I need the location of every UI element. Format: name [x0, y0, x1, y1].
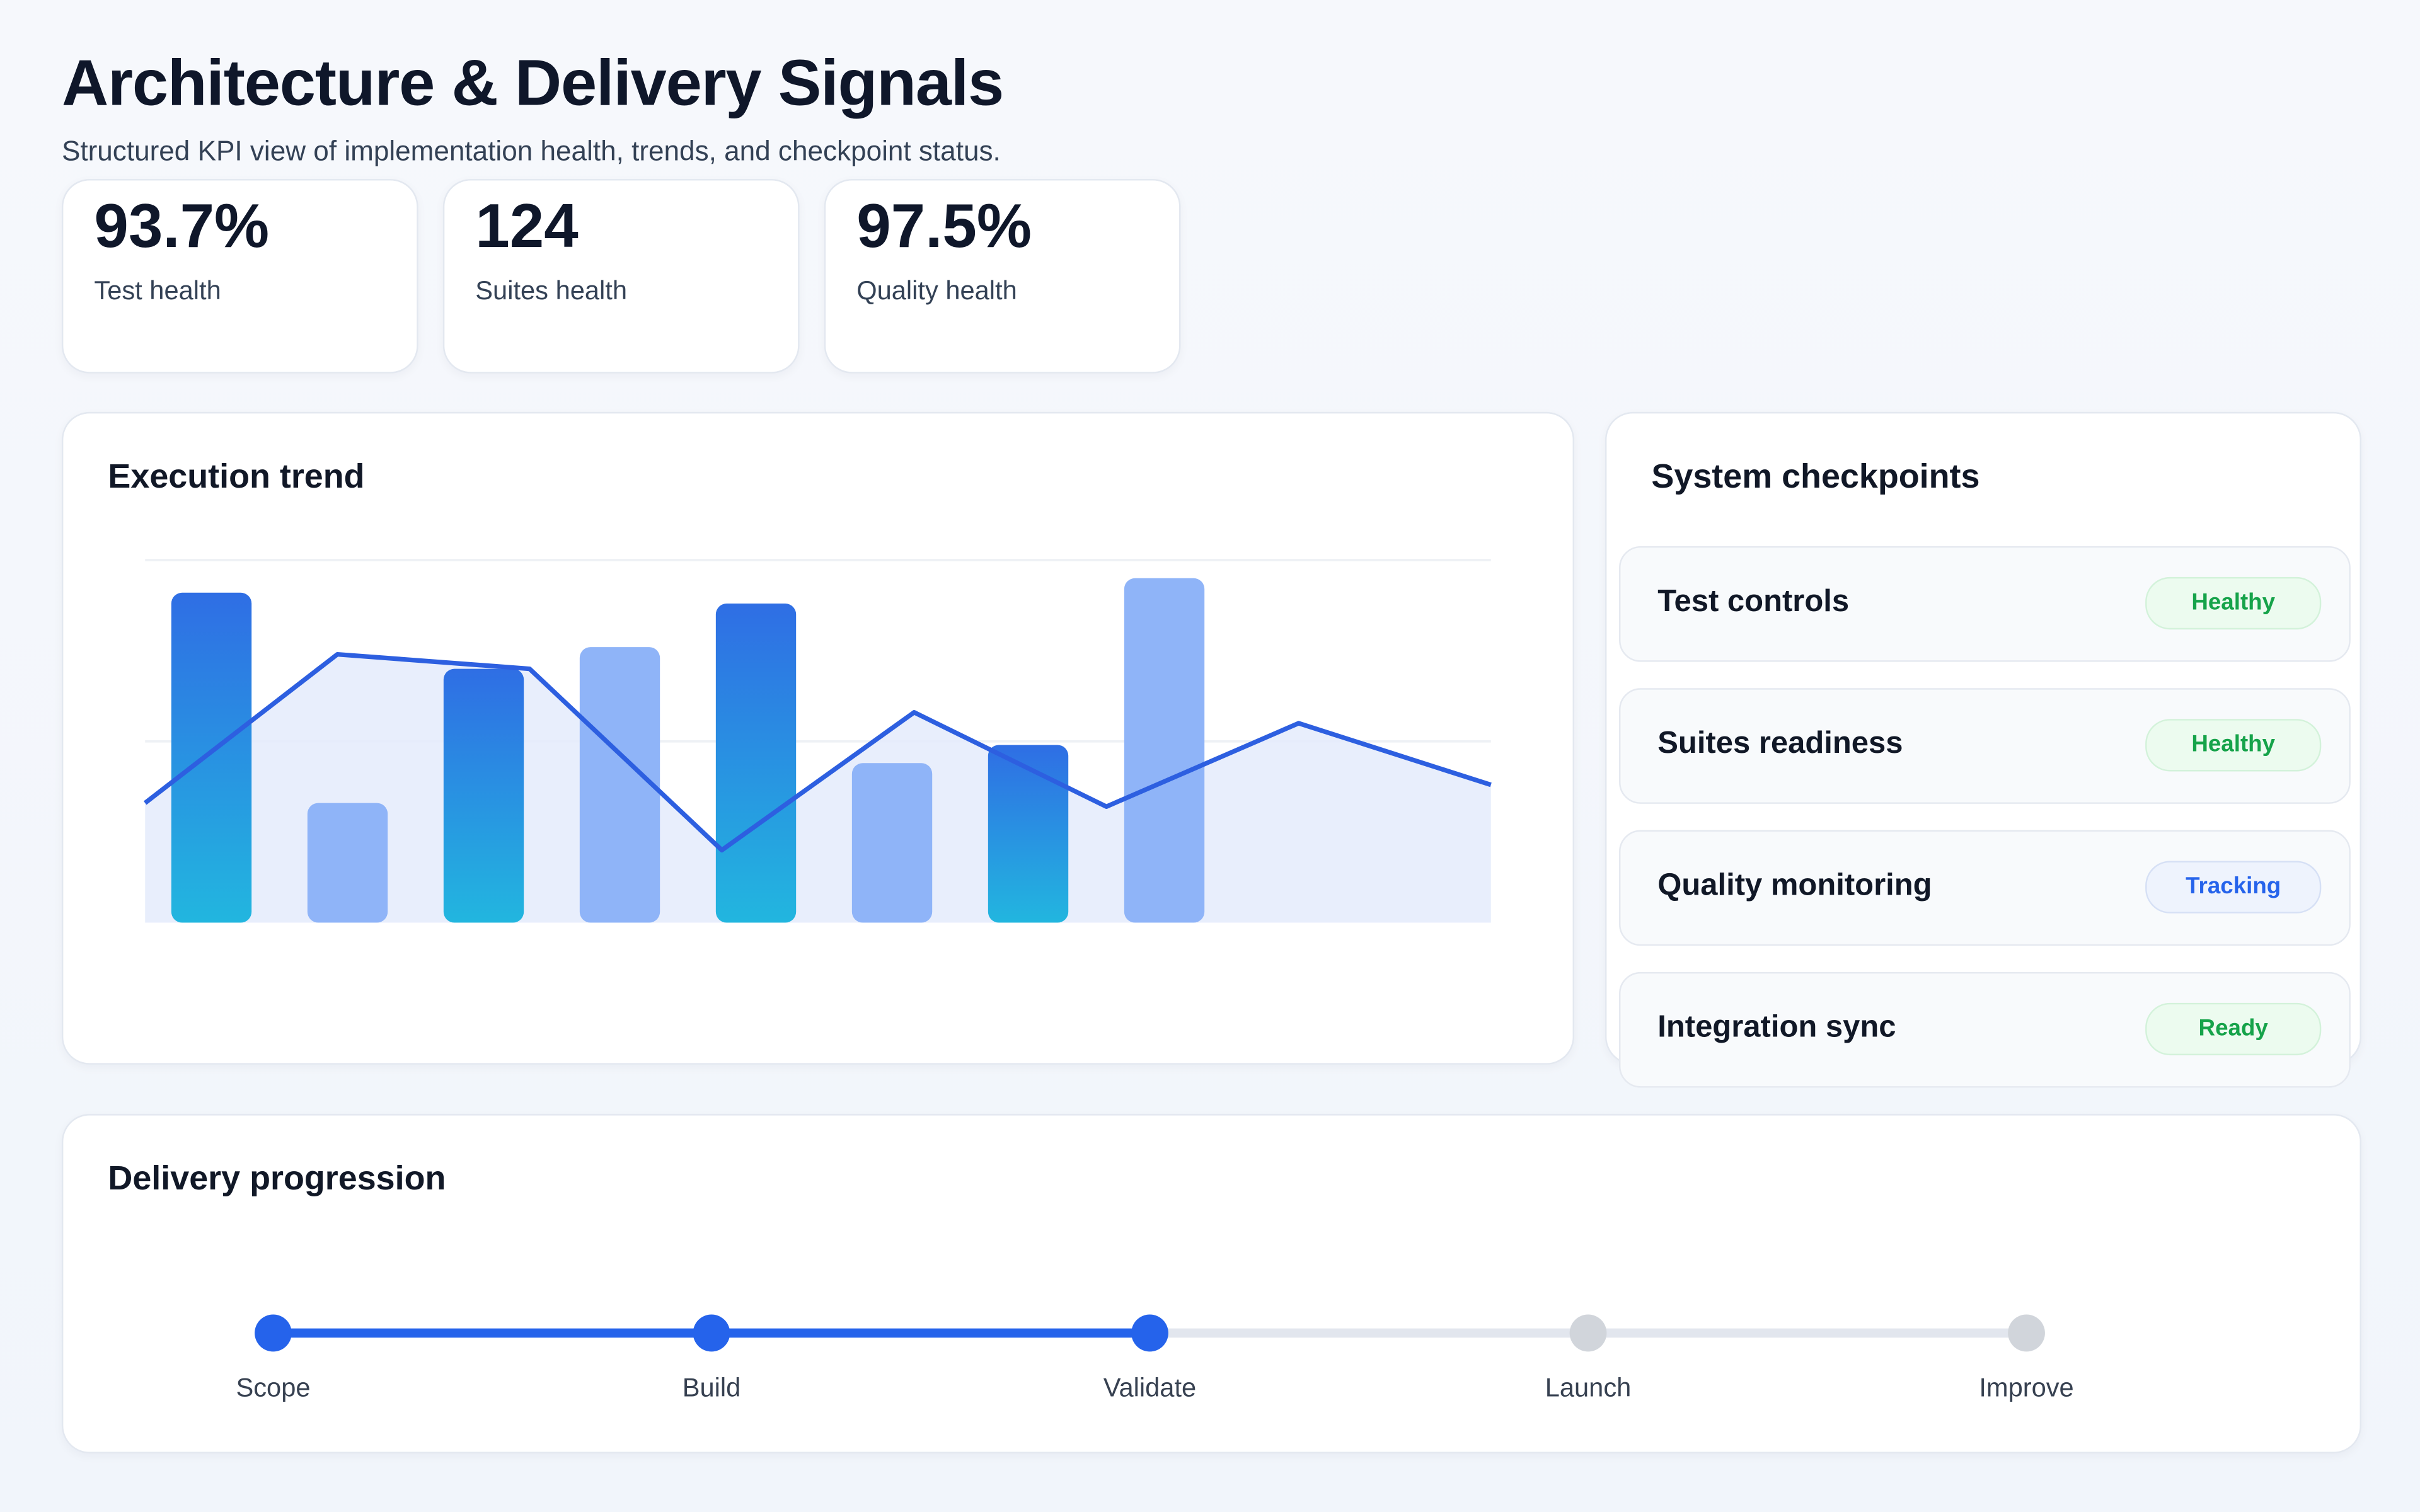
checkpoint-quality-monitoring[interactable]: Quality monitoring Tracking: [1619, 830, 2351, 946]
kpi-value: 93.7%: [94, 193, 270, 261]
delivery-timeline: Scope Build Validate Launch Improve: [63, 1116, 2360, 1452]
checkpoint-name: Test controls: [1657, 585, 1850, 619]
chart-bar: [171, 592, 252, 923]
kpi-card-quality-health: 97.5% Quality health: [824, 179, 1181, 374]
status-badge: Tracking: [2145, 861, 2322, 914]
card-title: Delivery progression: [108, 1159, 446, 1198]
progress-segment: [273, 1328, 712, 1338]
chart-bar: [988, 745, 1069, 923]
execution-trend-chart: [143, 559, 1492, 923]
card-title: System checkpoints: [1651, 456, 1980, 496]
status-badge: Healthy: [2145, 719, 2322, 772]
kpi-card-test-health: 93.7% Test health: [61, 179, 418, 374]
step-dot-launch[interactable]: [1569, 1314, 1607, 1352]
step-label: Validate: [1103, 1373, 1197, 1403]
progress-segment: [1588, 1328, 2027, 1338]
chart-bar: [1124, 578, 1205, 923]
step-dot-validate[interactable]: [1131, 1314, 1168, 1352]
checkpoint-name: Integration sync: [1657, 1011, 1896, 1045]
checkpoint-name: Suites readiness: [1657, 726, 1903, 761]
kpi-label: Suites health: [475, 276, 628, 306]
step-label: Improve: [1979, 1373, 2074, 1403]
progress-segment: [1150, 1328, 1589, 1338]
checkpoint-name: Quality monitoring: [1657, 868, 1932, 903]
delivery-progression-card: Delivery progression Scope Build Validate L…: [61, 1114, 2361, 1453]
trend-line: [143, 651, 1492, 853]
page-subtitle: Structured KPI view of implementation he…: [61, 135, 1001, 167]
step-label: Build: [682, 1373, 741, 1403]
chart-bar: [307, 803, 388, 923]
checkpoint-integration-sync[interactable]: Integration sync Ready: [1619, 971, 2351, 1088]
system-checkpoints-card: System checkpoints Test controls Healthy…: [1605, 411, 2361, 1088]
status-badge: Ready: [2145, 1002, 2322, 1056]
checkpoint-suites-readiness[interactable]: Suites readiness Healthy: [1619, 688, 2351, 804]
step-dot-build[interactable]: [693, 1314, 730, 1352]
chart-bar: [851, 763, 933, 923]
step-dot-scope[interactable]: [255, 1314, 292, 1352]
progress-segment: [711, 1328, 1150, 1338]
checkpoint-test-controls[interactable]: Test controls Healthy: [1619, 546, 2351, 662]
card-title: Execution trend: [108, 456, 365, 496]
chart-bar: [443, 668, 524, 923]
chart-bar: [579, 647, 660, 923]
kpi-value: 124: [475, 193, 579, 261]
kpi-label: Quality health: [856, 276, 1017, 306]
step-label: Launch: [1545, 1373, 1632, 1403]
kpi-label: Test health: [94, 276, 221, 306]
status-badge: Healthy: [2145, 576, 2322, 630]
step-label: Scope: [236, 1373, 311, 1403]
step-dot-improve[interactable]: [2008, 1314, 2045, 1352]
page-title: Architecture & Delivery Signals: [61, 46, 1004, 119]
kpi-value: 97.5%: [856, 193, 1032, 261]
chart-bar: [715, 604, 797, 923]
kpi-card-suites-health: 124 Suites health: [442, 179, 800, 374]
execution-trend-card: Execution trend: [61, 411, 1574, 1065]
